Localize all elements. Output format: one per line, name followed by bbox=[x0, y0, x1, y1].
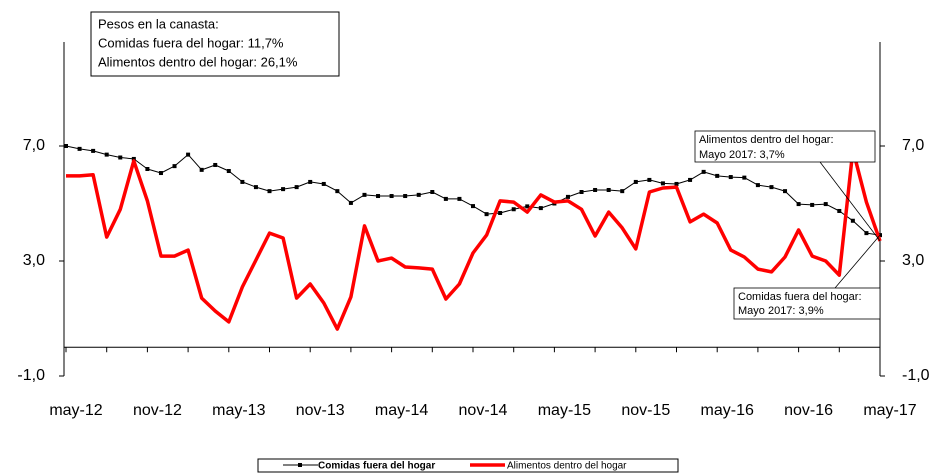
point-marker bbox=[728, 175, 733, 180]
callout-leader bbox=[834, 234, 881, 289]
legend-swatch bbox=[298, 463, 302, 467]
point-marker bbox=[199, 167, 204, 172]
point-marker bbox=[606, 187, 611, 192]
point-marker bbox=[525, 204, 530, 209]
point-marker bbox=[77, 146, 82, 151]
x-tick-label: may-12 bbox=[49, 402, 102, 419]
point-marker bbox=[376, 194, 381, 199]
weights-line: Alimentos dentro del hogar: 26,1% bbox=[98, 54, 298, 69]
x-tick-label: may-14 bbox=[375, 402, 428, 419]
legend-box bbox=[257, 458, 679, 473]
callout-text: Mayo 2017: 3,7% bbox=[699, 149, 785, 161]
weights-box bbox=[90, 11, 340, 77]
point-marker bbox=[742, 175, 747, 180]
point-marker bbox=[769, 185, 774, 190]
weights-title: Pesos en la canasta: bbox=[98, 16, 219, 31]
point-marker bbox=[484, 212, 489, 217]
callout-text: Comidas fuera del hogar: bbox=[738, 291, 862, 303]
point-marker bbox=[213, 162, 218, 167]
point-marker bbox=[430, 190, 435, 194]
point-marker bbox=[158, 171, 163, 176]
point-marker bbox=[403, 194, 408, 199]
point-marker bbox=[674, 181, 679, 186]
point-marker bbox=[226, 169, 231, 174]
point-marker bbox=[593, 187, 598, 192]
point-marker bbox=[104, 152, 109, 157]
point-marker bbox=[796, 202, 801, 207]
point-marker bbox=[620, 189, 625, 194]
callout-leader bbox=[819, 161, 881, 242]
point-marker bbox=[538, 206, 543, 211]
point-marker bbox=[810, 202, 815, 207]
point-marker bbox=[64, 144, 68, 148]
y-tick-label: -1,0 bbox=[17, 367, 45, 384]
x-tick-label: may-16 bbox=[701, 402, 754, 419]
legend-label: Comidas fuera del hogar bbox=[318, 461, 435, 472]
point-marker bbox=[647, 177, 652, 182]
point-marker bbox=[755, 183, 760, 188]
point-marker bbox=[186, 152, 191, 157]
y-tick-label: 7,0 bbox=[23, 137, 45, 154]
y2-tick-label: -1,0 bbox=[902, 367, 930, 384]
callout-box bbox=[694, 130, 876, 163]
x-tick-label: may-15 bbox=[538, 402, 591, 419]
point-marker bbox=[565, 194, 570, 199]
point-marker bbox=[579, 190, 584, 194]
point-marker bbox=[389, 194, 394, 199]
y2-tick-label: 7,0 bbox=[902, 137, 924, 154]
point-marker bbox=[688, 177, 693, 182]
point-marker bbox=[823, 202, 828, 207]
x-tick-label: nov-15 bbox=[621, 402, 670, 419]
point-marker bbox=[145, 167, 150, 171]
point-marker bbox=[91, 148, 96, 153]
point-marker bbox=[281, 187, 286, 192]
point-marker bbox=[294, 185, 299, 190]
point-marker bbox=[362, 192, 367, 197]
point-marker bbox=[864, 231, 869, 236]
point-marker bbox=[783, 189, 788, 194]
point-marker bbox=[633, 179, 638, 184]
point-marker bbox=[321, 181, 326, 186]
x-tick-label: nov-13 bbox=[296, 402, 345, 419]
series-line bbox=[66, 148, 882, 331]
point-marker bbox=[498, 210, 503, 215]
point-marker bbox=[850, 218, 855, 223]
point-marker bbox=[240, 179, 245, 184]
point-marker bbox=[172, 164, 177, 169]
point-marker bbox=[253, 185, 258, 190]
x-tick-label: nov-12 bbox=[133, 402, 182, 419]
x-tick-label: may-13 bbox=[212, 402, 265, 419]
x-tick-label: nov-14 bbox=[459, 402, 508, 419]
y-tick-label: 3,0 bbox=[23, 252, 45, 269]
point-marker bbox=[511, 207, 516, 212]
point-marker bbox=[457, 196, 462, 201]
point-marker bbox=[416, 192, 421, 197]
point-marker bbox=[131, 156, 136, 161]
legend-label: Alimentos dentro del hogar bbox=[507, 461, 627, 472]
callout-text: Alimentos dentro del hogar: bbox=[699, 134, 834, 146]
callout-text: Mayo 2017: 3,9% bbox=[738, 305, 824, 317]
point-marker bbox=[471, 204, 475, 209]
point-marker bbox=[335, 189, 340, 194]
point-marker bbox=[348, 200, 353, 205]
point-marker bbox=[118, 155, 123, 160]
y2-tick-label: 3,0 bbox=[902, 252, 924, 269]
point-marker bbox=[837, 208, 842, 213]
callout-box bbox=[733, 287, 881, 320]
point-marker bbox=[443, 196, 448, 201]
point-marker bbox=[701, 169, 706, 174]
point-marker bbox=[308, 179, 313, 184]
x-tick-label: may-17 bbox=[863, 402, 916, 419]
weights-line: Comidas fuera del hogar: 11,7% bbox=[98, 35, 284, 50]
point-marker bbox=[267, 189, 272, 194]
x-tick-label: nov-16 bbox=[784, 402, 833, 419]
point-marker bbox=[715, 173, 720, 178]
point-marker bbox=[660, 181, 665, 186]
